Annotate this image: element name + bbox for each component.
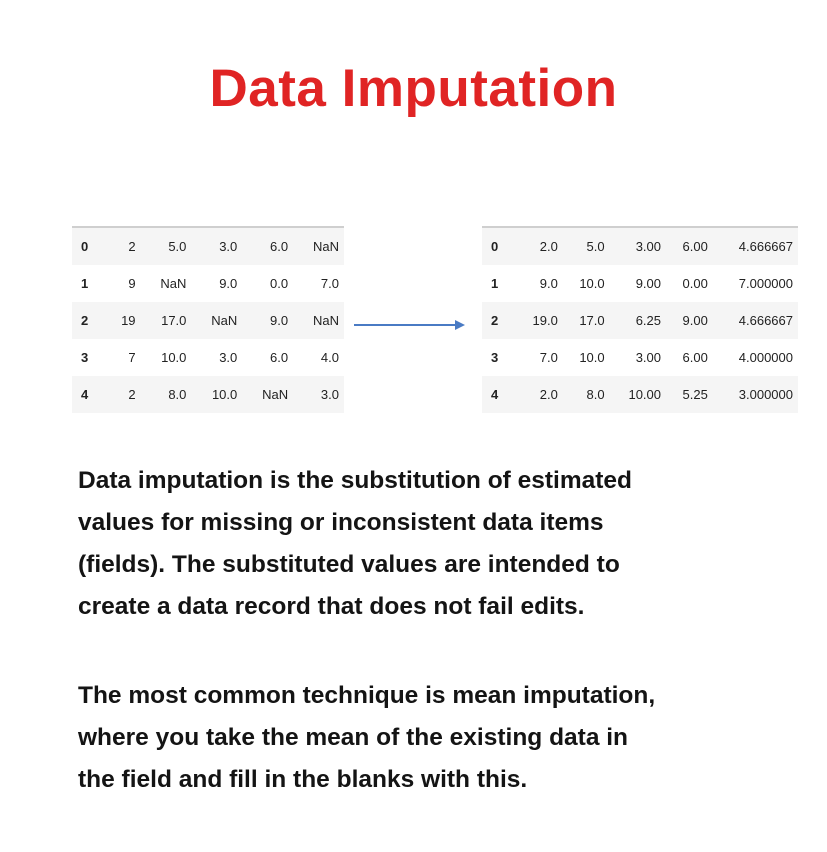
table-cell: 3.00 [609,228,667,265]
table-cell: 0.00 [666,265,713,302]
table-cell: 6.00 [666,339,713,376]
table-cell: 9.0 [516,265,563,302]
paragraph-line: create a data record that does not fail … [78,593,585,620]
table-cell: 4.0 [293,339,344,376]
table-cell: 10.0 [562,265,610,302]
table-cell: 5.0 [140,228,192,265]
row-index: 2 [482,302,516,339]
table-cell: 10.0 [191,376,243,413]
table-cell: 9.00 [609,265,667,302]
table-row: 3 7 10.0 3.0 6.0 4.0 [72,339,344,376]
table-cell: 4.666667 [712,302,798,339]
table-cell: 8.0 [562,376,610,413]
table-cell: 10.00 [609,376,667,413]
paragraph-line: The most common technique is mean imputa… [78,682,656,709]
table-cell: 9.0 [242,302,294,339]
table-cell: NaN [293,228,344,265]
row-index: 3 [482,339,516,376]
table-cell: 10.0 [140,339,192,376]
table-cell: 6.25 [609,302,667,339]
table-cell: NaN [140,265,192,302]
table-cell: 19.0 [516,302,563,339]
table-row: 1 9 NaN 9.0 0.0 7.0 [72,265,344,302]
table-cell: 6.00 [666,228,713,265]
table-cell: 17.0 [562,302,610,339]
table-row: 4 2 8.0 10.0 NaN 3.0 [72,376,344,413]
table-cell: 2.0 [516,376,563,413]
table-cell: 3.0 [191,228,243,265]
table-row: 2 19 17.0 NaN 9.0 NaN [72,302,344,339]
data-table-imputed: 0 2.0 5.0 3.00 6.00 4.666667 1 9.0 10.0 9.00 0.00 7… [482,228,798,413]
table-cell: 7.000000 [712,265,798,302]
row-index: 0 [482,228,516,265]
table-row: 3 7.0 10.0 3.00 6.00 4.000000 [482,339,798,376]
table-cell: 17.0 [140,302,192,339]
paragraph-line: the field and fill in the blanks with th… [78,766,528,793]
table-cell: 5.25 [666,376,713,413]
table-cell: NaN [242,376,294,413]
table-cell: 0.0 [242,265,294,302]
table-cell: 5.0 [562,228,610,265]
table-row: 4 2.0 8.0 10.00 5.25 3.000000 [482,376,798,413]
data-table-original: 0 2 5.0 3.0 6.0 NaN 1 9 NaN 9.0 0.0 7.0 2 19 17.0 NaN 9.… [72,228,344,413]
table-cell: 3.0 [293,376,344,413]
table-cell: 9 [106,265,141,302]
table-cell: 2 [106,228,141,265]
paragraph-line: where you take the mean of the existing … [78,724,629,751]
table-cell: 4.666667 [712,228,798,265]
row-index: 3 [72,339,106,376]
table-cell: 3.00 [609,339,667,376]
table-row: 0 2.0 5.0 3.00 6.00 4.666667 [482,228,798,265]
row-index: 4 [72,376,106,413]
table-cell: 19 [106,302,141,339]
table-cell: 3.0 [191,339,243,376]
table-cell: 2.0 [516,228,563,265]
paragraph-line: (fields). The substituted values are int… [78,551,620,578]
row-index: 1 [482,265,516,302]
paragraph-line: Data imputation is the substitution of e… [78,467,633,494]
table-cell: 10.0 [562,339,610,376]
table-cell: 7.0 [293,265,344,302]
table-cell: 7 [106,339,141,376]
row-index: 2 [72,302,106,339]
definition-paragraph: Data imputation is the substitution of e… [78,460,632,628]
table-cell: NaN [191,302,243,339]
table-cell: 8.0 [140,376,192,413]
page-title: Data Imputation [209,59,618,118]
row-index: 4 [482,376,516,413]
table-cell: 6.0 [242,228,294,265]
table-cell: 9.0 [191,265,243,302]
table-cell: NaN [293,302,344,339]
table-cell: 3.000000 [712,376,798,413]
table-cell: 7.0 [516,339,563,376]
row-index: 0 [72,228,106,265]
technique-paragraph: The most common technique is mean imputa… [78,675,655,801]
table-cell: 2 [106,376,141,413]
paragraph-line: values for missing or inconsistent data … [78,509,604,536]
table-cell: 6.0 [242,339,294,376]
table-row: 2 19.0 17.0 6.25 9.00 4.666667 [482,302,798,339]
table-cell: 4.000000 [712,339,798,376]
table-row: 0 2 5.0 3.0 6.0 NaN [72,228,344,265]
table-row: 1 9.0 10.0 9.00 0.00 7.000000 [482,265,798,302]
table-cell: 9.00 [666,302,713,339]
table-before-imputation: 0 2 5.0 3.0 6.0 NaN 1 9 NaN 9.0 0.0 7.0 2 19 17.0 NaN 9.… [72,226,344,413]
right-arrow-icon [354,320,465,330]
row-index: 1 [72,265,106,302]
table-after-imputation: 0 2.0 5.0 3.00 6.00 4.666667 1 9.0 10.0 9.00 0.00 7… [482,226,798,413]
